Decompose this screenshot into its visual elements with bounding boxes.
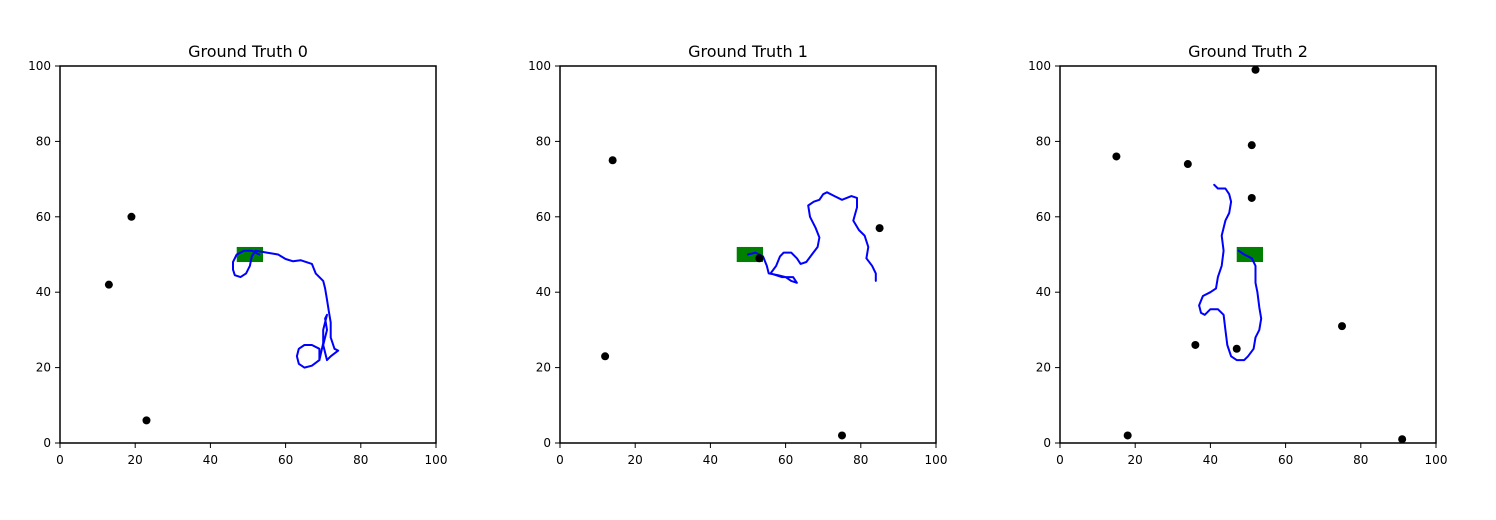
scatter-point xyxy=(1123,431,1132,440)
x-tick-label: 100 xyxy=(425,453,448,467)
scatter-point xyxy=(1232,344,1241,353)
axes-frame xyxy=(559,65,937,444)
subplot-title: Ground Truth 0 xyxy=(188,42,308,61)
scatter-point xyxy=(1183,160,1192,169)
y-tick-label: 20 xyxy=(36,361,51,375)
scatter-point xyxy=(1191,340,1200,349)
x-tick-label: 20 xyxy=(128,453,143,467)
x-tick-label: 40 xyxy=(203,453,218,467)
scatter-point xyxy=(1398,435,1407,444)
y-tick-label: 80 xyxy=(36,134,51,148)
subplot-title: Ground Truth 1 xyxy=(688,42,808,61)
scatter-point xyxy=(1247,141,1256,150)
y-tick-label: 80 xyxy=(536,134,551,148)
x-tick-label: 100 xyxy=(1425,453,1448,467)
scatter-point xyxy=(104,280,113,289)
scatter-point xyxy=(875,224,884,233)
axes-frame xyxy=(59,65,437,444)
x-tick-label: 80 xyxy=(853,453,868,467)
scatter-point xyxy=(1251,65,1260,74)
subplot-title: Ground Truth 2 xyxy=(1188,42,1308,61)
y-tick-label: 20 xyxy=(536,361,551,375)
y-tick-label: 60 xyxy=(536,210,551,224)
y-tick-label: 40 xyxy=(1036,285,1051,299)
subplot-2: Ground Truth 2 0 20 40 60 80 100 0 20 40 60 80 100 xyxy=(1028,42,1447,467)
trajectory-line xyxy=(747,191,877,284)
scatter-point xyxy=(142,416,151,425)
x-tick-label: 100 xyxy=(925,453,948,467)
y-tick-label: 60 xyxy=(36,210,51,224)
subplot-1: Ground Truth 1 0 20 40 60 80 100 0 20 40 60 80 100 xyxy=(528,42,947,467)
y-tick-label: 100 xyxy=(528,59,551,73)
y-tick-label: 60 xyxy=(1036,210,1051,224)
x-tick-label: 0 xyxy=(1056,453,1064,467)
y-tick-label: 0 xyxy=(543,436,551,450)
x-tick-label: 60 xyxy=(278,453,293,467)
scatter-point xyxy=(1112,152,1121,161)
scatter-point xyxy=(601,352,610,361)
x-tick-label: 20 xyxy=(1128,453,1143,467)
y-tick-label: 40 xyxy=(36,285,51,299)
scatter-point xyxy=(838,431,846,440)
y-tick-label: 100 xyxy=(1028,59,1051,73)
y-tick-label: 20 xyxy=(1036,361,1051,375)
axes-frame xyxy=(1059,65,1437,444)
subplot-0: Ground Truth 0 0 20 40 60 80 100 0 20 40 60 80 100 xyxy=(28,42,447,467)
scatter-point xyxy=(127,212,136,221)
x-tick-label: 40 xyxy=(703,453,718,467)
y-tick-label: 40 xyxy=(536,285,551,299)
x-tick-label: 40 xyxy=(1203,453,1218,467)
scatter-point xyxy=(608,156,617,165)
x-tick-label: 0 xyxy=(556,453,564,467)
scatter-point xyxy=(1338,322,1346,331)
scatter-point xyxy=(1247,193,1256,202)
x-tick-label: 0 xyxy=(56,453,64,467)
trajectory-line xyxy=(232,249,340,369)
y-tick-label: 0 xyxy=(43,436,51,450)
y-tick-label: 0 xyxy=(1043,436,1051,450)
scatter-point xyxy=(755,254,764,263)
x-tick-label: 80 xyxy=(1353,453,1368,467)
y-tick-label: 80 xyxy=(1036,134,1051,148)
x-tick-label: 80 xyxy=(353,453,368,467)
x-tick-label: 20 xyxy=(628,453,643,467)
x-tick-label: 60 xyxy=(1278,453,1293,467)
x-tick-label: 60 xyxy=(778,453,793,467)
trajectory-line xyxy=(1198,183,1263,362)
goal-rect xyxy=(1236,246,1264,263)
y-tick-label: 100 xyxy=(28,59,51,73)
